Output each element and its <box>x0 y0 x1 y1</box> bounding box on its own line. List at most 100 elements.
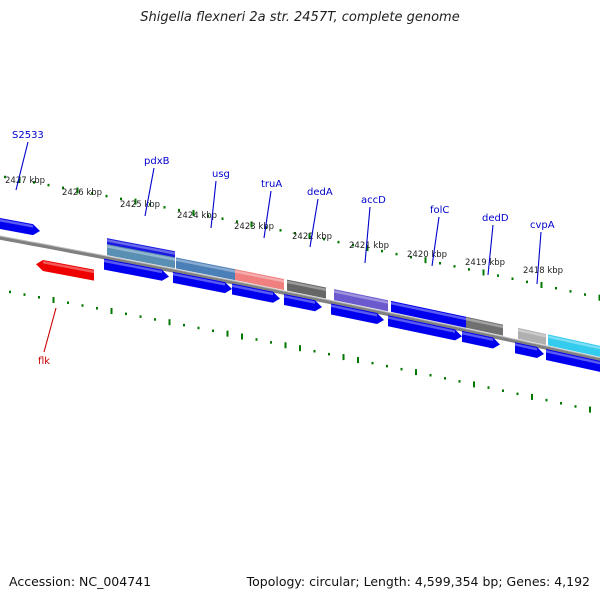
gene-label-pdxb: pdxB <box>144 156 170 167</box>
outer-tick <box>4 175 6 179</box>
outer-tick <box>395 252 398 256</box>
inner-tick <box>226 330 229 337</box>
gene-feature <box>391 300 466 328</box>
inner-tick <box>328 352 330 356</box>
gene-feature <box>284 293 322 312</box>
gene-feature <box>235 269 284 290</box>
outer-tick <box>236 220 238 223</box>
inner-tick <box>284 342 287 349</box>
ruler-label: 2419 kbp <box>465 258 505 268</box>
inner-tick <box>183 323 185 327</box>
gene-feature <box>287 279 326 299</box>
inner-tick <box>168 319 171 326</box>
inner-tick <box>38 296 40 299</box>
ruler-label: 2418 kbp <box>523 266 563 276</box>
outer-tick <box>120 197 122 201</box>
outer-tick <box>366 245 369 252</box>
gene-labels: S2533 pdxB usg truA dedA accD folC dedD cvpA flk <box>12 130 555 367</box>
inner-tick <box>487 386 490 389</box>
label-pointer-line <box>43 307 57 353</box>
inner-tick <box>429 374 432 377</box>
outer-tick <box>584 293 586 296</box>
ruler-label: 2427 kbp <box>5 176 45 186</box>
label-pointer-line <box>210 180 217 229</box>
inner-tick <box>139 315 142 318</box>
inner-tick <box>386 364 388 368</box>
inner-tick <box>154 318 156 321</box>
outer-tick <box>497 274 499 277</box>
inner-tick <box>270 341 272 344</box>
gene-label-trua: truA <box>261 179 282 190</box>
inner-tick <box>589 406 591 413</box>
outer-tick <box>381 249 383 253</box>
label-pointer-line <box>263 190 272 239</box>
gene-label-flk: flk <box>38 356 50 367</box>
outer-tick <box>410 255 412 259</box>
inner-tick <box>67 301 69 305</box>
outer-tick <box>482 269 485 276</box>
outer-tick <box>555 286 557 290</box>
ruler-label: 2420 kbp <box>407 250 447 260</box>
gene-feature <box>466 316 503 336</box>
gene-feature <box>173 271 232 294</box>
outer-tick <box>308 233 311 240</box>
gene-feature <box>548 334 600 357</box>
inner-tick <box>545 398 548 402</box>
label-pointer-line <box>144 167 155 217</box>
inner-tick <box>81 304 84 307</box>
inner-tick <box>197 326 200 330</box>
outer-tick <box>33 181 35 184</box>
outer-tick <box>569 290 572 293</box>
gene-label-deda: dedA <box>307 187 333 198</box>
inner-tick <box>110 308 113 315</box>
outer-tick <box>134 198 137 205</box>
outer-tick <box>453 265 456 268</box>
inner-tick <box>299 345 301 352</box>
label-pointer-line <box>431 216 440 267</box>
gene-feature <box>0 218 40 236</box>
inner-tick <box>212 329 214 333</box>
inner-tick <box>371 361 374 365</box>
inner-tick <box>357 357 359 364</box>
outer-tick <box>439 262 441 265</box>
backbone-line <box>0 236 600 362</box>
outer-tick <box>540 281 543 288</box>
inner-tick <box>531 393 533 400</box>
outer-tick <box>91 192 93 195</box>
outer-tick <box>352 243 354 247</box>
gene-label-lines <box>15 141 542 353</box>
outer-tick <box>337 240 340 244</box>
outer-tick <box>511 277 514 280</box>
ruler-label: 2423 kbp <box>234 222 274 232</box>
outer-tick <box>149 203 151 206</box>
inner-tick <box>415 369 417 376</box>
backbone-highlight <box>0 235 600 359</box>
outer-tick <box>323 237 325 241</box>
outer-tick <box>424 257 427 264</box>
outer-tick <box>163 206 166 209</box>
inner-tick <box>560 402 562 405</box>
inner-tick <box>502 389 504 392</box>
gene-feature <box>176 257 236 281</box>
gene-feature <box>104 258 169 281</box>
ruler-ticks <box>4 175 600 413</box>
accession-text: Accession: NC_004741 <box>9 574 152 589</box>
gene-label-dedd: dedD <box>482 213 509 224</box>
inner-tick <box>255 338 258 341</box>
inner-tick <box>9 290 11 294</box>
inner-tick <box>574 405 577 408</box>
outer-tick <box>279 229 282 232</box>
outer-tick <box>598 294 600 301</box>
gene-feature-reverse <box>36 260 94 281</box>
gene-label-accd: accD <box>361 195 386 206</box>
genome-backbone <box>0 235 600 362</box>
gene-label-folc: folC <box>430 205 449 216</box>
inner-tick <box>52 296 55 303</box>
gene-feature <box>462 330 500 349</box>
gene-feature <box>334 289 388 312</box>
ruler-label: 2421 kbp <box>349 241 389 251</box>
outer-tick <box>250 221 253 228</box>
inner-tick <box>458 380 461 383</box>
ruler-label: 2425 kbp <box>120 200 160 210</box>
